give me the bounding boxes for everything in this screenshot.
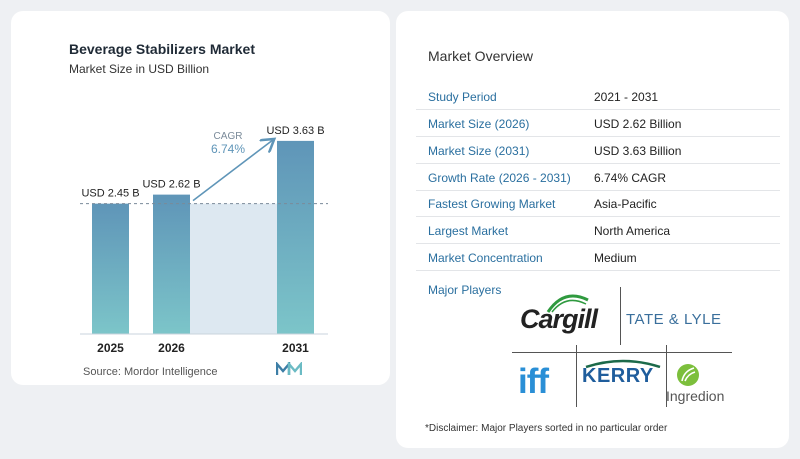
bar-value-label: USD 2.45 B (81, 188, 139, 200)
player-logo-kerry: KERRY (582, 365, 654, 387)
chart-title: Beverage Stabilizers Market (69, 41, 255, 57)
overview-value: North America (594, 223, 671, 238)
cagr-label: CAGR (214, 131, 243, 142)
x-tick-label: 2025 (97, 341, 124, 355)
overview-row: Study Period 2021 - 2031 (416, 84, 780, 110)
overview-label: Largest Market (428, 223, 509, 238)
overview-row: Market Concentration Medium (416, 245, 780, 271)
kerry-arc-icon (585, 359, 661, 368)
chart-subtitle: Market Size in USD Billion (69, 62, 210, 76)
overview-label: Fastest Growing Market (428, 196, 556, 211)
overview-value: USD 2.62 Billion (594, 116, 682, 131)
bar-value-label: USD 3.63 B (266, 125, 324, 137)
player-logo-cargill: Cargill (520, 304, 598, 334)
bar (277, 140, 314, 334)
overview-title: Market Overview (428, 48, 534, 64)
cargill-leaf-icon (546, 294, 589, 313)
logo-divider (512, 352, 732, 353)
logo-divider (666, 345, 667, 407)
overview-row: Largest Market North America (416, 218, 780, 244)
logo-divider (620, 287, 621, 345)
player-logo-iff: iff (518, 362, 549, 401)
player-logo-ingredion: Ingredion (666, 388, 725, 404)
bar (92, 203, 129, 334)
x-tick-label: 2026 (158, 341, 185, 355)
disclaimer-text: *Disclaimer: Major Players sorted in no … (425, 423, 668, 434)
overview-label: Market Size (2026) (428, 116, 530, 131)
overview-row: Market Size (2026) USD 2.62 Billion (416, 111, 780, 137)
ingredion-leaf-icon (677, 364, 699, 386)
mordor-logo-icon (276, 362, 302, 375)
overview-row: Growth Rate (2026 - 2031) 6.74% CAGR (416, 165, 780, 191)
growth-band (190, 203, 277, 334)
overview-label: Growth Rate (2026 - 2031) (428, 170, 571, 185)
overview-label: Study Period (428, 89, 497, 104)
overview-card (396, 11, 789, 448)
cagr-value: 6.74% (211, 142, 245, 156)
overview-value: Asia-Pacific (594, 196, 657, 211)
player-logo-tate-lyle: TATE & LYLE (626, 311, 722, 328)
logo-divider (576, 345, 577, 407)
overview-value: USD 3.63 Billion (594, 143, 682, 158)
cagr-arrow (192, 140, 273, 202)
bar-value-label: USD 2.62 B (142, 179, 200, 191)
overview-value: Medium (594, 250, 637, 265)
x-tick-label: 2031 (282, 341, 309, 355)
bar (153, 194, 190, 334)
source-text: Source: Mordor Intelligence (83, 366, 218, 378)
overview-label: Market Concentration (428, 250, 543, 265)
overview-label: Market Size (2031) (428, 143, 530, 158)
major-players-label: Major Players (428, 283, 502, 297)
overview-value: 2021 - 2031 (594, 89, 659, 104)
bar-chart: USD 2.45 B 2025 USD 2.62 B 2026 USD 3.63 B 20… (80, 125, 328, 355)
overview-row: Market Size (2031) USD 3.63 Billion (416, 138, 780, 164)
overview-row: Fastest Growing Market Asia-Pacific (416, 191, 780, 217)
overview-value: 6.74% CAGR (594, 170, 667, 185)
